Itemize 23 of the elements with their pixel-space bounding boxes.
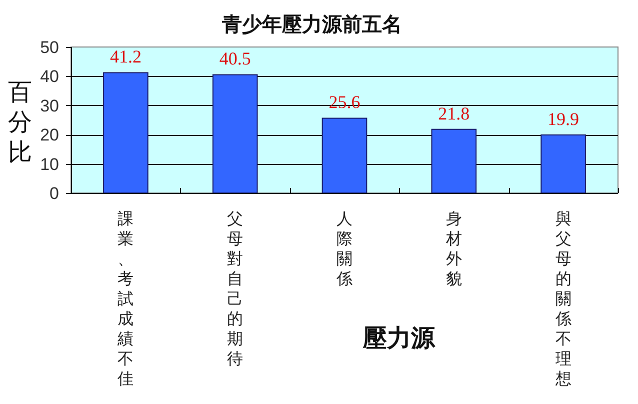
data-label: 21.8 [438,103,470,124]
data-label: 19.9 [548,108,580,129]
bar [431,128,477,194]
bar [322,118,368,194]
x-tick-label: 父母對自己的期待 [227,209,244,368]
data-label: 41.2 [110,46,142,67]
y-tick-label: 0 [50,184,59,203]
y-tick-label: 10 [40,154,59,174]
y-tick-label: 40 [40,67,59,86]
y-tick-label: 20 [40,126,59,145]
y-axis-title: 百分比 [8,78,32,166]
x-tick-label: 人際關係 [336,209,352,288]
y-tick-label: 50 [40,38,59,57]
y-tick-label: 30 [40,96,59,116]
category-label: 與父母的關係不理想 [555,209,572,388]
bar [212,74,258,194]
bar [103,72,148,194]
category-label: 課業、考試成績不佳 [118,209,134,388]
data-label: 40.5 [219,48,251,69]
bar [540,134,586,194]
x-axis-title: 壓力源 [363,323,435,354]
chart-title: 青少年壓力源前五名 [222,13,402,38]
x-tick-label: 身材外貌 [444,209,462,288]
